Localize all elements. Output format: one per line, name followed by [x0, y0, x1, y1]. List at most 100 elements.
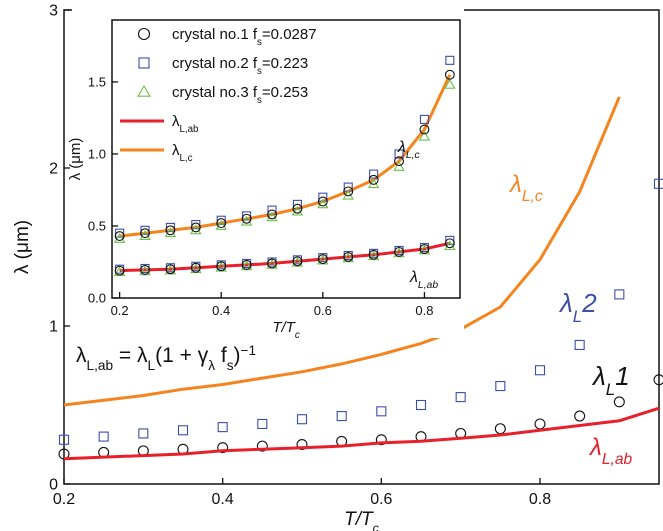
point: [534, 365, 546, 376]
point: [419, 244, 430, 254]
label-part: c: [373, 521, 380, 531]
label: λ (μm): [67, 138, 84, 181]
legend-label: crystal no.3 fs=0.253: [172, 84, 308, 106]
series-label: λL,ab: [588, 434, 632, 468]
point: [444, 78, 456, 89]
label-part: 2: [581, 288, 597, 318]
label-part: λ (μm): [67, 138, 84, 181]
label: λ (μm): [12, 220, 33, 274]
point: [317, 198, 329, 209]
label-part: s: [227, 358, 234, 373]
point: [613, 396, 625, 408]
label-part: L,ab: [87, 358, 114, 373]
series-label: λL,c: [508, 171, 543, 205]
label-part: λ: [208, 358, 215, 373]
label-part: ): [234, 344, 241, 367]
point: [415, 399, 427, 411]
point: [394, 156, 404, 167]
label-part: L: [573, 307, 582, 326]
label-part: L,ab: [180, 124, 200, 135]
point: [98, 431, 109, 442]
point: [241, 259, 252, 270]
point: [336, 411, 347, 422]
point: [217, 422, 228, 433]
label-part: λ: [591, 361, 606, 391]
label-part: L,ab: [602, 451, 633, 468]
label-part: f: [215, 344, 227, 367]
point: [444, 69, 455, 80]
label-part: L: [606, 380, 615, 399]
label-part: crystal no.1 f: [172, 26, 258, 43]
point: [296, 414, 308, 425]
point: [216, 218, 227, 229]
point: [445, 55, 455, 65]
point: [343, 251, 354, 262]
label-part: λ: [172, 113, 180, 130]
point: [394, 246, 404, 257]
point: [292, 203, 303, 214]
point: [177, 425, 189, 436]
label-part: crystal no.2 f: [172, 55, 258, 72]
point: [419, 114, 429, 124]
y-tick-label: 3: [49, 3, 58, 20]
point: [343, 186, 354, 197]
point: [190, 222, 201, 233]
point: [534, 418, 546, 430]
point: [241, 213, 252, 224]
point: [444, 238, 455, 249]
label-part: λ: [508, 171, 522, 198]
label-part: =0.253: [262, 84, 308, 101]
label-part: λ: [588, 434, 602, 461]
point: [267, 205, 277, 215]
point: [376, 406, 387, 417]
label-part: λ: [397, 139, 406, 156]
point: [266, 211, 278, 222]
point: [113, 233, 126, 243]
label-part: L,c: [180, 153, 193, 164]
label-part: T/T: [272, 319, 296, 336]
point: [165, 225, 176, 236]
label-part: L: [148, 358, 156, 373]
plot-frame: [111, 19, 461, 299]
point: [495, 380, 506, 392]
y-tick-label: 2: [49, 161, 58, 178]
point: [317, 254, 328, 265]
point: [375, 434, 387, 446]
point: [138, 428, 149, 439]
point: [418, 130, 431, 141]
point: [217, 442, 229, 454]
label-part: λ: [76, 344, 87, 367]
point: [267, 258, 277, 269]
point: [394, 149, 404, 159]
point: [216, 261, 227, 272]
label-part: s: [257, 37, 262, 48]
point: [368, 249, 379, 260]
point: [393, 161, 405, 171]
legend-marker: [138, 57, 150, 69]
point: [614, 289, 625, 300]
legend-marker: [137, 27, 151, 41]
point: [574, 339, 585, 351]
point: [139, 230, 151, 240]
label-part: s: [257, 95, 262, 106]
point: [190, 224, 202, 235]
label-part: = λ: [113, 344, 148, 367]
point: [292, 199, 302, 209]
x-tick-label: 0.4: [212, 303, 230, 318]
point: [267, 209, 277, 220]
label-part: λ (μm): [12, 220, 33, 274]
y-tick-label: 0.0: [88, 291, 106, 306]
y-tick-label: 1.5: [88, 74, 106, 89]
inset-background: [72, 8, 464, 338]
legend-label: λL,ab: [172, 113, 199, 135]
label-part: L,c: [406, 150, 421, 161]
legend-marker: [137, 84, 151, 97]
label-part: λ: [172, 142, 180, 159]
series-line: [63, 96, 621, 407]
x-tick-label: 0.4: [212, 491, 234, 508]
x-tick-label: 0.8: [529, 491, 551, 508]
point: [574, 410, 586, 422]
y-tick-label: 0.5: [88, 219, 106, 234]
point: [58, 434, 70, 445]
